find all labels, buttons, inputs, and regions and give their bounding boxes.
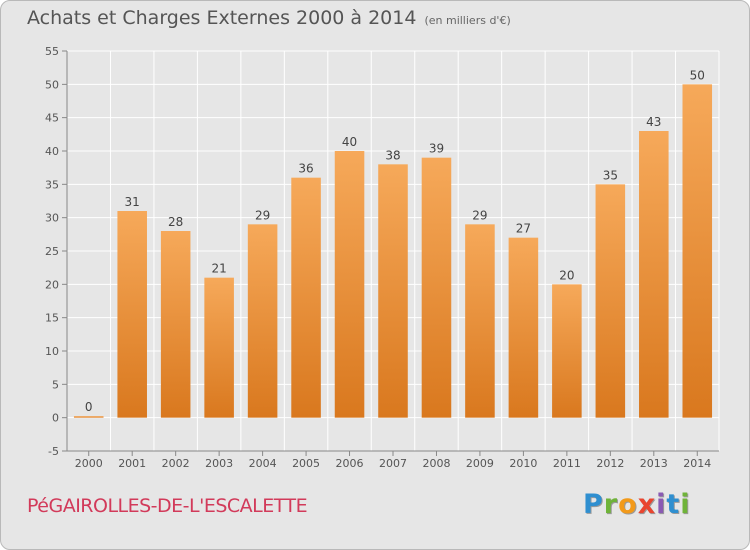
bar-2009 [465, 224, 495, 418]
bars [73, 84, 713, 418]
x-tick-label-2003: 2003 [205, 457, 233, 470]
x-tick-label-2000: 2000 [75, 457, 103, 470]
data-label-2006: 40 [342, 135, 357, 149]
x-tick-label-2007: 2007 [379, 457, 407, 470]
data-labels: 0 31 28 21 29 36 40 38 39 29 27 20 35 43 50 [85, 68, 705, 414]
data-label-2008: 39 [429, 142, 444, 156]
x-tick-label-2009: 2009 [466, 457, 494, 470]
data-label-2009: 29 [472, 208, 487, 222]
y-tick-label: 50 [45, 78, 59, 91]
y-tick-label: 15 [45, 312, 59, 325]
bar-2004 [247, 224, 278, 418]
x-tick-label-2008: 2008 [422, 457, 450, 470]
bar-2011 [552, 284, 582, 418]
bar-2007 [378, 164, 408, 418]
x-tick-label-2012: 2012 [596, 457, 624, 470]
logo-letter: t [666, 489, 681, 520]
data-label-2002: 28 [168, 215, 183, 229]
data-label-2014: 50 [690, 68, 705, 82]
data-label-2013: 43 [646, 115, 661, 129]
y-tick-label: 40 [45, 145, 59, 158]
logo-letter: i [680, 489, 691, 520]
bar-2005 [291, 177, 321, 418]
bar-2003 [204, 277, 234, 418]
logo-letter: o [618, 489, 638, 520]
x-tick-label-2010: 2010 [509, 457, 537, 470]
x-tick-label-2006: 2006 [336, 457, 364, 470]
y-tick-label: -5 [48, 445, 59, 458]
logo-letter: x [637, 489, 657, 520]
data-label-2003: 21 [211, 262, 226, 276]
chart-unit: (en milliers d'€) [424, 14, 511, 27]
commune-name: PéGAIROLLES-DE-L'ESCALETTE [27, 495, 308, 517]
bar-2001 [117, 211, 147, 418]
logo-letter: P [583, 489, 604, 520]
data-label-2011: 20 [559, 268, 574, 282]
logo-letter: i [656, 489, 667, 520]
x-tick-label-2014: 2014 [683, 457, 711, 470]
x-tick-label-2001: 2001 [118, 457, 146, 470]
x-tick-label-2002: 2002 [162, 457, 190, 470]
bar-2010 [508, 237, 539, 418]
proxiti-logo: Proxiti [583, 489, 691, 520]
bar-2002 [160, 231, 191, 418]
data-label-2005: 36 [298, 162, 313, 176]
x-tick-label-2013: 2013 [640, 457, 668, 470]
y-tick-label: 10 [45, 345, 59, 358]
data-label-2010: 27 [516, 222, 531, 236]
y-tick-label: 30 [45, 212, 59, 225]
y-tick-label: 55 [45, 45, 59, 58]
axes [62, 50, 719, 456]
data-label-2000: 0 [85, 400, 93, 414]
bar-2000 [73, 416, 104, 418]
bar-2014 [682, 84, 713, 418]
y-tick-label: 5 [52, 378, 59, 391]
x-tick-label-2004: 2004 [249, 457, 277, 470]
logo-letter: r [603, 489, 619, 520]
chart-title-text: Achats et Charges Externes 2000 à 2014 [27, 7, 417, 29]
y-tick-label: 0 [52, 412, 59, 425]
bar-2013 [639, 131, 669, 418]
chart-title: Achats et Charges Externes 2000 à 2014 (e… [27, 7, 511, 29]
data-label-2004: 29 [255, 208, 270, 222]
x-tick-label-2011: 2011 [553, 457, 581, 470]
y-tick-label: 35 [45, 178, 59, 191]
y-tick-label: 20 [45, 278, 59, 291]
bar-2012 [595, 184, 626, 418]
y-tick-label: 45 [45, 112, 59, 125]
bar-2008 [421, 157, 452, 418]
y-tick-label: 25 [45, 245, 59, 258]
bar-2006 [334, 151, 365, 418]
data-label-2012: 35 [603, 168, 618, 182]
x-tick-label-2005: 2005 [292, 457, 320, 470]
data-label-2007: 38 [385, 148, 400, 162]
data-label-2001: 31 [125, 195, 140, 209]
